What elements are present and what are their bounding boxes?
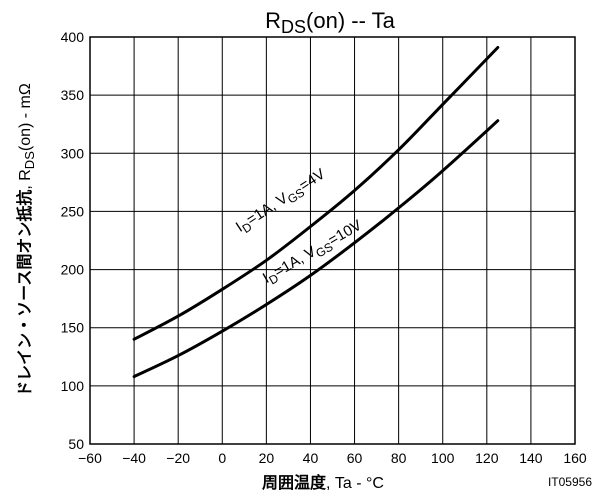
figure-code: IT05956 <box>548 475 592 489</box>
x-tick-label: 80 <box>391 450 407 466</box>
series-line-0 <box>132 46 500 341</box>
y-axis-label: ドレイン・ソース間オン抵抗, RDS(on) - mΩ <box>15 83 37 397</box>
x-tick-label: 0 <box>218 450 226 466</box>
y-tick-label: 200 <box>61 262 85 278</box>
x-tick-label: −40 <box>122 450 146 466</box>
y-tick-label: 300 <box>61 145 85 161</box>
x-tick-label: −60 <box>78 450 102 466</box>
x-axis-label: 周囲温度, Ta - °C <box>262 473 384 492</box>
x-tick-label: 160 <box>563 450 587 466</box>
x-tick-label: 120 <box>475 450 499 466</box>
x-tick-labels: −60 −40 −20 0 20 40 60 80 100 120 140 160 <box>78 450 587 466</box>
y-tick-label: 150 <box>61 320 85 336</box>
y-tick-label: 100 <box>61 378 85 394</box>
y-tick-label: 350 <box>61 87 85 103</box>
x-tick-label: 40 <box>303 450 319 466</box>
y-tick-label: 250 <box>61 203 85 219</box>
plot-frame <box>89 36 576 445</box>
x-tick-label: 100 <box>431 450 455 466</box>
y-tick-label: 50 <box>68 436 84 452</box>
x-tick-label: −20 <box>166 450 190 466</box>
x-tick-label: 20 <box>259 450 275 466</box>
grid <box>90 37 575 444</box>
curves <box>132 46 500 379</box>
y-tick-label: 400 <box>61 29 85 45</box>
x-tick-label: 140 <box>519 450 543 466</box>
series-line-1 <box>132 119 500 379</box>
x-tick-label: 60 <box>347 450 363 466</box>
y-tick-labels: 50 100 150 200 250 300 350 400 <box>61 29 85 452</box>
chart-title: RDS(on) -- Ta <box>265 8 396 37</box>
series-label-id1a-vgs4v: ID=1A, VGS=4V <box>233 166 330 239</box>
